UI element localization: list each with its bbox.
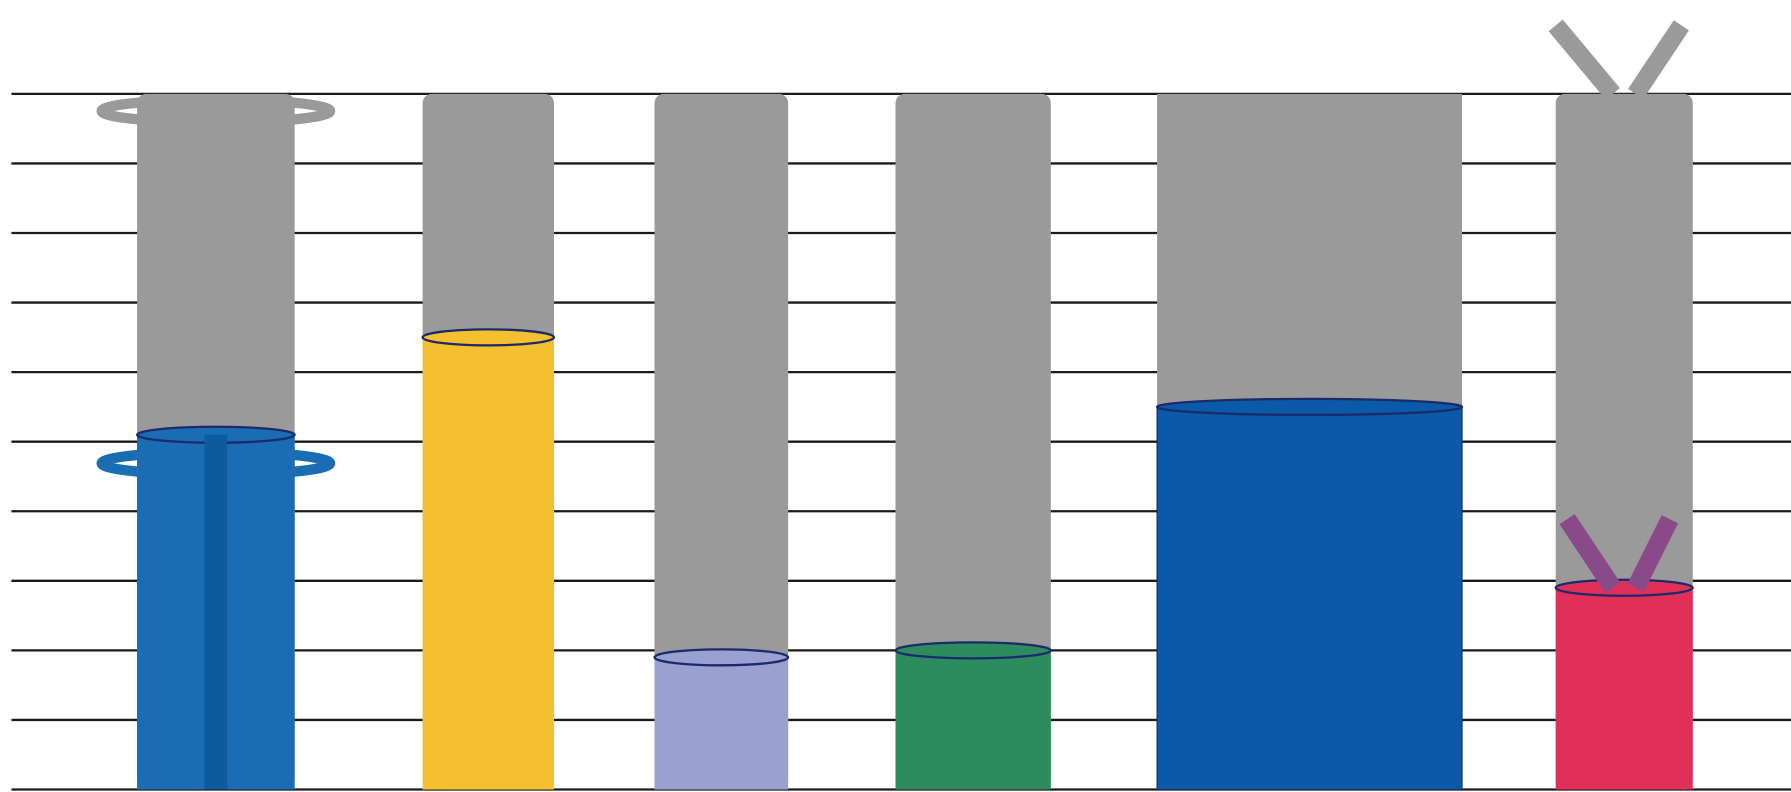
potential-bar <box>895 93 1051 790</box>
stem <box>204 434 228 790</box>
actual-bar <box>1156 406 1463 791</box>
cable-ends <box>1559 514 1679 593</box>
actual-top <box>421 328 556 347</box>
actual-top <box>1155 397 1464 417</box>
actual-bar <box>1555 587 1693 790</box>
actual-top <box>894 641 1052 660</box>
actual-top <box>1554 578 1694 597</box>
handwheel-shadow <box>96 94 336 128</box>
potential-bar <box>654 93 789 790</box>
actual-bar <box>654 657 789 790</box>
cable-ends-shadow <box>1548 19 1689 100</box>
actual-bar <box>895 650 1051 790</box>
actual-bar <box>422 337 554 790</box>
actual-top <box>653 648 790 667</box>
